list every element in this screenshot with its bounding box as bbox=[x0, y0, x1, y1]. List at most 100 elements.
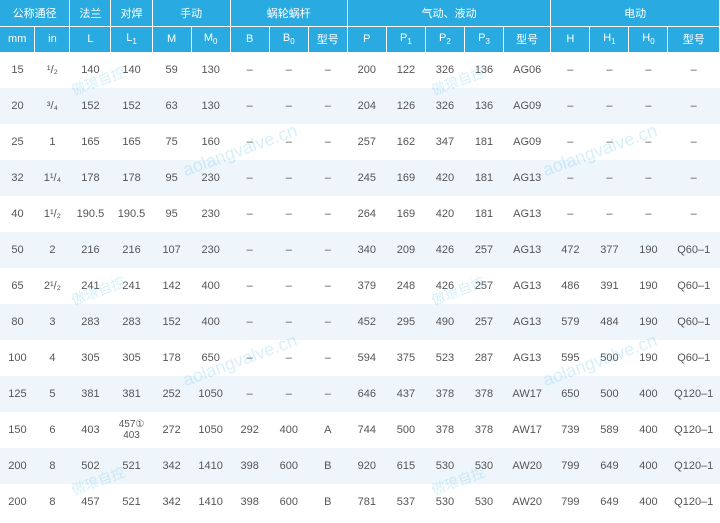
cell: 381 bbox=[111, 376, 152, 412]
cell: 190 bbox=[629, 304, 668, 340]
cell: 799 bbox=[551, 448, 590, 484]
cell: AG06 bbox=[504, 52, 551, 88]
cell: – bbox=[629, 160, 668, 196]
cell: Q120–1 bbox=[668, 376, 720, 412]
cell: 594 bbox=[347, 340, 386, 376]
cell: – bbox=[668, 196, 720, 232]
cell: 283 bbox=[70, 304, 111, 340]
cell: 252 bbox=[152, 376, 191, 412]
sub-header: L1 bbox=[111, 26, 152, 52]
cell: 178 bbox=[70, 160, 111, 196]
cell: 75 bbox=[152, 124, 191, 160]
cell: – bbox=[269, 376, 308, 412]
group-header: 电动 bbox=[551, 0, 720, 26]
sub-header: P1 bbox=[386, 26, 425, 52]
cell: 126 bbox=[386, 88, 425, 124]
cell: 20 bbox=[0, 88, 35, 124]
cell: ¹/₂ bbox=[35, 52, 70, 88]
cell: – bbox=[551, 160, 590, 196]
cell: AW17 bbox=[504, 376, 551, 412]
cell: 283 bbox=[111, 304, 152, 340]
cell: 230 bbox=[191, 232, 230, 268]
cell: 190 bbox=[629, 340, 668, 376]
cell: 204 bbox=[347, 88, 386, 124]
cell: 200 bbox=[0, 448, 35, 484]
table-row: 20084575213421410398600B781537530530AW20… bbox=[0, 484, 720, 520]
cell: ³/₄ bbox=[35, 88, 70, 124]
cell: AG13 bbox=[504, 196, 551, 232]
cell: 486 bbox=[551, 268, 590, 304]
cell: – bbox=[230, 160, 269, 196]
cell: – bbox=[668, 160, 720, 196]
table-row: 20³/₄15215263130–––204126326136AG09–––– bbox=[0, 88, 720, 124]
cell: – bbox=[269, 232, 308, 268]
cell: AG13 bbox=[504, 232, 551, 268]
cell: 40 bbox=[0, 196, 35, 232]
cell: – bbox=[551, 88, 590, 124]
sub-header: B0 bbox=[269, 26, 308, 52]
sub-header: 型号 bbox=[504, 26, 551, 52]
cell: 650 bbox=[551, 376, 590, 412]
cell: 140 bbox=[70, 52, 111, 88]
cell: 152 bbox=[152, 304, 191, 340]
cell: 530 bbox=[425, 448, 464, 484]
cell: 1 bbox=[35, 124, 70, 160]
cell: 420 bbox=[425, 160, 464, 196]
cell: 649 bbox=[590, 448, 629, 484]
cell: A bbox=[308, 412, 347, 448]
cell: 342 bbox=[152, 448, 191, 484]
cell: – bbox=[308, 52, 347, 88]
cell: – bbox=[230, 52, 269, 88]
group-header: 气动、液动 bbox=[347, 0, 551, 26]
table-body: 15¹/₂14014059130–––200122326136AG06––––2… bbox=[0, 52, 720, 520]
cell: 500 bbox=[590, 340, 629, 376]
cell: – bbox=[269, 340, 308, 376]
cell: 257 bbox=[464, 268, 503, 304]
cell: Q60–1 bbox=[668, 304, 720, 340]
table-row: 25116516575160–––257162347181AG09–––– bbox=[0, 124, 720, 160]
cell: 190.5 bbox=[70, 196, 111, 232]
cell: – bbox=[590, 124, 629, 160]
cell: 398 bbox=[230, 448, 269, 484]
group-header: 公称通径 bbox=[0, 0, 70, 26]
cell: AG13 bbox=[504, 304, 551, 340]
sub-header: 型号 bbox=[668, 26, 720, 52]
sub-header: M bbox=[152, 26, 191, 52]
cell: 169 bbox=[386, 196, 425, 232]
cell: – bbox=[308, 340, 347, 376]
sub-header: P2 bbox=[425, 26, 464, 52]
cell: – bbox=[230, 232, 269, 268]
cell: 264 bbox=[347, 196, 386, 232]
cell: 781 bbox=[347, 484, 386, 520]
cell: 152 bbox=[111, 88, 152, 124]
cell: 379 bbox=[347, 268, 386, 304]
cell: 646 bbox=[347, 376, 386, 412]
cell: 230 bbox=[191, 160, 230, 196]
cell: 347 bbox=[425, 124, 464, 160]
cell: Q60–1 bbox=[668, 268, 720, 304]
cell: – bbox=[230, 268, 269, 304]
cell: 537 bbox=[386, 484, 425, 520]
cell: 378 bbox=[425, 412, 464, 448]
cell: 400 bbox=[629, 412, 668, 448]
cell: 190 bbox=[629, 232, 668, 268]
cell: – bbox=[230, 376, 269, 412]
sub-header: M0 bbox=[191, 26, 230, 52]
group-header: 手动 bbox=[152, 0, 230, 26]
cell: 95 bbox=[152, 196, 191, 232]
cell: 530 bbox=[464, 448, 503, 484]
cell: – bbox=[590, 52, 629, 88]
cell: 181 bbox=[464, 160, 503, 196]
cell: 122 bbox=[386, 52, 425, 88]
cell: 342 bbox=[152, 484, 191, 520]
cell: 457 bbox=[70, 484, 111, 520]
cell: – bbox=[668, 52, 720, 88]
cell: 1050 bbox=[191, 376, 230, 412]
sub-header: P3 bbox=[464, 26, 503, 52]
cell: AG09 bbox=[504, 88, 551, 124]
cell: 181 bbox=[464, 124, 503, 160]
cell: 398 bbox=[230, 484, 269, 520]
cell: 15 bbox=[0, 52, 35, 88]
cell: – bbox=[308, 232, 347, 268]
sub-header: B bbox=[230, 26, 269, 52]
